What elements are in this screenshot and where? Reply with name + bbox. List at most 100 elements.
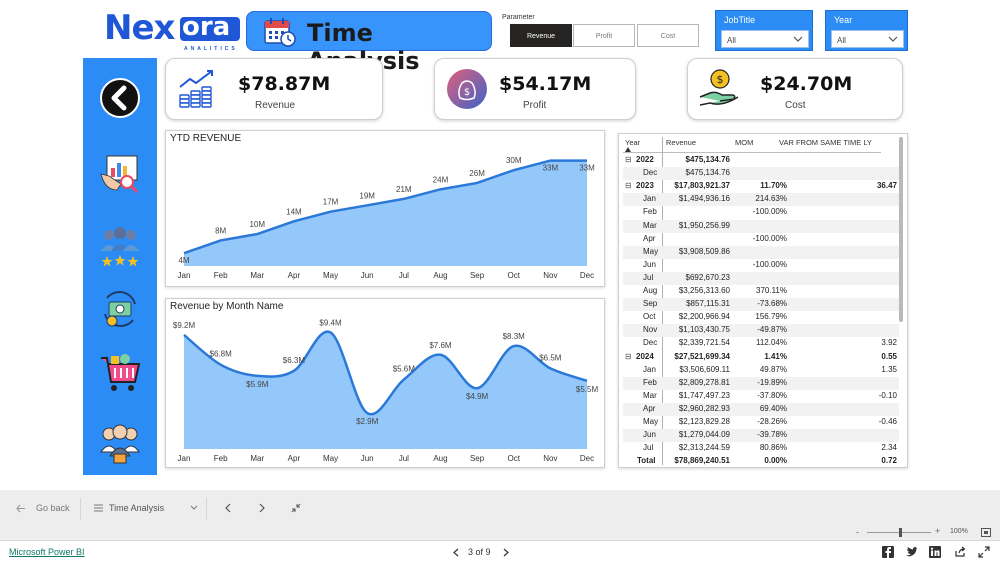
matrix-year-row[interactable]: ⊟ 2022 $475,134.76 — [623, 154, 899, 167]
matrix-month-row[interactable]: Mar $1,950,256.99 — [623, 219, 899, 233]
chevron-right-icon[interactable] — [258, 503, 266, 513]
money-bag-icon: $ — [447, 69, 487, 109]
revenue-matrix: Year Revenue MOM VAR FROM SAME TIME LY ⊟… — [618, 133, 908, 468]
area-fill[interactable] — [184, 331, 587, 449]
go-back-button[interactable]: Go back — [36, 503, 70, 513]
matrix-cell-revenue: $2,313,244.59 — [678, 443, 730, 453]
fit-to-page-icon[interactable] — [981, 528, 991, 537]
matrix-cell-revenue: $475,134.76 — [685, 168, 731, 178]
team-rating-icon[interactable] — [97, 223, 143, 269]
matrix-month-row[interactable]: Nov $1,103,430.75 -49.87% — [623, 324, 899, 338]
matrix-cell-revenue: $2,200,966.94 — [678, 312, 730, 322]
jobtitle-dropdown[interactable]: All — [721, 30, 809, 48]
matrix-year-row[interactable]: ⊟ 2023 $17,803,921.37 11.70% 36.47 — [623, 180, 899, 193]
expand-collapse-icon[interactable]: ⊟ — [625, 155, 632, 164]
chevron-left-icon[interactable] — [452, 548, 460, 557]
expand-collapse-icon[interactable]: ⊟ — [625, 351, 632, 361]
revenue-by-month-chart[interactable]: Jan $9.2M Feb $6.8M Mar $5.9M Apr $6.3M May $9.4M… — [166, 299, 606, 469]
matrix-month-row[interactable]: Sep $857,115.31 -73.68% — [623, 298, 899, 312]
parameter-revenue-button[interactable]: Revenue — [510, 24, 572, 47]
facebook-icon[interactable] — [882, 546, 894, 558]
data-label: $4.9M — [466, 392, 489, 401]
powerbi-link[interactable]: Microsoft Power BI — [9, 547, 85, 557]
matrix-month-row[interactable]: Dec $2,339,721.54 112.04% 3.92 — [623, 337, 899, 350]
jobtitle-dropdown-value: All — [727, 36, 736, 45]
matrix-header-var[interactable]: VAR FROM SAME TIME LY — [779, 138, 872, 147]
data-label: 21M — [396, 185, 412, 194]
x-tick-label: Aug — [433, 454, 447, 463]
matrix-month-row[interactable]: Oct $2,200,966.94 156.79% — [623, 311, 899, 324]
matrix-month-row[interactable]: Dec $475,134.76 — [623, 167, 899, 181]
collapse-icon[interactable] — [291, 503, 301, 513]
parameter-cost-button[interactable]: Cost — [637, 24, 699, 47]
matrix-header-mom[interactable]: MOM — [735, 138, 754, 147]
matrix-header-year[interactable]: Year — [625, 138, 641, 147]
revenue-by-month-chart-panel: Revenue by Month Name Jan $9.2M Feb $6.8M Ma… — [165, 298, 605, 468]
zoom-in-button[interactable]: + — [935, 526, 941, 536]
matrix-month-row[interactable]: Apr $2,960,282.93 69.40% — [623, 402, 899, 416]
matrix-month-row[interactable]: Feb -100.00% — [623, 206, 899, 219]
share-icon[interactable] — [954, 546, 966, 558]
matrix-cell-revenue: $1,747,497.23 — [678, 390, 730, 400]
monthly-chart-title[interactable]: Revenue by Month Name — [170, 301, 284, 312]
jobtitle-slicer: JobTitle All — [715, 10, 813, 51]
back-arrow-icon[interactable] — [97, 75, 143, 121]
matrix-cell-revenue: $3,506,609.11 — [679, 364, 730, 374]
matrix-cell-var: 0.55 — [881, 351, 897, 361]
matrix-cell-label: 2022 — [636, 155, 654, 164]
matrix-month-row[interactable]: Jun -100.00% — [623, 259, 899, 272]
expand-collapse-icon[interactable]: ⊟ — [625, 181, 632, 191]
matrix-cell-mom: -19.89% — [757, 377, 787, 387]
zoom-slider-handle[interactable] — [899, 528, 902, 537]
matrix-month-row[interactable]: May $2,123,829.28 -28.26% -0.46 — [623, 416, 899, 429]
page-selector[interactable]: Time Analysis — [109, 503, 165, 513]
chevron-down-icon[interactable] — [190, 505, 198, 511]
matrix-month-row[interactable]: Jan $1,494,936.16 214.63% — [623, 193, 899, 207]
shopping-cart-icon[interactable] — [97, 350, 143, 396]
matrix-month-row[interactable]: Aug $3,256,313.60 370.11% — [623, 285, 899, 298]
twitter-icon[interactable] — [905, 546, 917, 558]
matrix-header-divider — [623, 152, 881, 153]
chevron-left-icon[interactable] — [224, 503, 232, 513]
matrix-month-row[interactable]: Jul $692,670.23 — [623, 271, 899, 285]
fullscreen-icon[interactable] — [978, 546, 990, 558]
data-label: 26M — [469, 169, 485, 178]
matrix-month-row[interactable]: Jun $1,279,044.09 -39.78% — [623, 429, 899, 443]
matrix-month-row[interactable]: Jan $3,506,609.11 49.87% 1.35 — [623, 364, 899, 377]
series-line[interactable] — [183, 159, 587, 255]
svg-text:$: $ — [464, 87, 470, 98]
matrix-month-row[interactable]: May $3,908,509.86 — [623, 245, 899, 259]
matrix-cell-mom: -73.68% — [757, 299, 787, 309]
matrix-header-revenue[interactable]: Revenue — [666, 138, 697, 147]
year-dropdown[interactable]: All — [831, 30, 904, 48]
matrix-month-row[interactable]: Apr -100.00% — [623, 233, 899, 246]
x-tick-label: Aug — [433, 271, 447, 280]
matrix-year-row[interactable]: ⊟ 2024 $27,521,699.34 1.41% 0.55 — [623, 351, 899, 364]
matrix-scrollbar[interactable] — [899, 137, 903, 322]
matrix-month-row[interactable]: Mar $1,747,497.23 -37.80% -0.10 — [623, 390, 899, 403]
chevron-right-icon[interactable] — [502, 548, 510, 557]
matrix-cell-label: Jun — [643, 259, 656, 269]
matrix-cell-revenue: $78,869,240.51 — [674, 456, 730, 466]
x-tick-label: Dec — [580, 454, 594, 463]
matrix-month-row[interactable]: Feb $2,809,278.81 -19.89% — [623, 376, 899, 390]
series-line[interactable] — [183, 330, 588, 416]
ytd-revenue-chart[interactable]: Jan 4M Feb 8M Mar 10M Apr 14M May 17M Jun 19M Jul 21M… — [166, 131, 606, 288]
employees-group-icon[interactable] — [97, 420, 143, 466]
zoom-out-button[interactable]: - — [856, 527, 859, 537]
matrix-cell-label: Dec — [643, 338, 658, 348]
matrix-cell-label: 2024 — [636, 351, 654, 361]
matrix-month-row[interactable]: Jul $2,313,244.59 80.86% 2.34 — [623, 442, 899, 455]
matrix-cell-mom: -28.26% — [757, 417, 787, 426]
matrix-cell-mom: -49.87% — [757, 325, 787, 335]
kpi-cost-label: Cost — [785, 100, 806, 111]
parameter-label: Parameter — [502, 14, 535, 21]
matrix-total-row[interactable]: Total $78,869,240.51 0.00% 0.72 — [623, 455, 899, 467]
parameter-profit-button[interactable]: Profit — [573, 24, 635, 47]
area-fill[interactable] — [184, 160, 587, 266]
money-cycle-icon[interactable] — [97, 286, 143, 332]
linkedin-icon[interactable] — [929, 546, 941, 558]
ytd-chart-title[interactable]: YTD REVENUE — [170, 133, 242, 144]
matrix-cell-mom: -39.78% — [757, 430, 787, 440]
analytics-report-icon[interactable] — [97, 150, 143, 196]
